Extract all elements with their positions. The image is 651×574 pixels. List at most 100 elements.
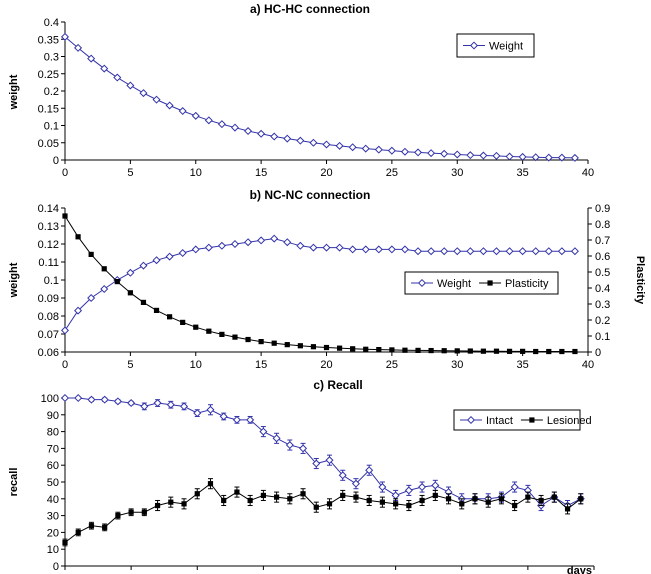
data-point — [283, 238, 292, 247]
data-point — [312, 459, 321, 468]
data-point — [572, 348, 578, 355]
y2-tick-label: 0 — [595, 347, 601, 359]
y-tick-label: 20 — [47, 527, 59, 539]
series-line — [64, 238, 575, 331]
chart-b: b) NC-NC connection 0.06 0.07 0.08 0.09 0.1 0.… — [8, 188, 646, 371]
data-point — [247, 497, 253, 504]
data-point — [139, 261, 148, 270]
data-point — [191, 245, 200, 254]
data-point — [153, 399, 162, 408]
data-point — [140, 299, 147, 305]
data-point — [313, 504, 319, 510]
data-point — [325, 456, 334, 465]
data-point — [557, 153, 566, 162]
data-point — [309, 138, 318, 147]
data-point — [74, 393, 83, 403]
x-tick-label: 5 — [127, 167, 133, 179]
data-point — [270, 234, 279, 243]
data-point — [297, 343, 303, 349]
data-point — [128, 509, 134, 515]
data-point — [178, 107, 187, 116]
data-point — [427, 247, 436, 256]
data-point — [287, 496, 293, 502]
data-point — [544, 153, 553, 162]
y2-tick-label: 0.5 — [595, 267, 610, 279]
y-tick-label: 40 — [47, 494, 59, 506]
x-tick-label: 35 — [517, 359, 529, 371]
data-point — [518, 247, 527, 256]
data-point — [230, 239, 239, 249]
y-tick-label: 0.1 — [44, 275, 59, 287]
y-tick-label: 100 — [41, 393, 59, 405]
data-point — [350, 346, 356, 352]
legend-label: Intact — [486, 415, 513, 427]
data-point — [309, 243, 318, 252]
data-point — [88, 523, 95, 529]
data-point — [564, 506, 571, 512]
data-point — [207, 481, 214, 487]
y-tick-label: 0.2 — [44, 86, 59, 98]
y-tick-label: 0.14 — [38, 203, 59, 215]
data-point — [479, 247, 488, 256]
data-point — [62, 539, 68, 546]
data-point — [505, 247, 514, 256]
data-point — [206, 328, 212, 334]
data-point — [206, 405, 215, 414]
data-point — [259, 427, 268, 436]
y-tick-label: 0 — [53, 561, 59, 573]
legend-label: Lesioned — [547, 415, 592, 427]
y-tick-label: 60 — [47, 460, 59, 472]
data-point — [525, 494, 531, 500]
y-axis-label: weight — [8, 262, 20, 298]
data-point — [570, 247, 579, 256]
x-tick-label: 40 — [582, 167, 594, 179]
data-point — [365, 466, 374, 475]
x-tick-label: 10 — [190, 359, 202, 371]
x-tick-label: 10 — [190, 167, 202, 179]
legend: Weight Plasticity — [404, 271, 559, 295]
data-point — [538, 497, 544, 504]
data-point — [505, 152, 514, 161]
data-point — [168, 499, 174, 505]
data-point — [260, 492, 266, 499]
data-point — [323, 344, 330, 351]
data-point — [180, 402, 189, 411]
data-point — [492, 247, 501, 256]
data-point — [219, 412, 228, 421]
data-point — [428, 347, 434, 354]
y-tick-label: 0.07 — [38, 329, 59, 341]
y-tick-label: 90 — [47, 410, 59, 422]
chart-title: a) HC-HC connection — [250, 2, 370, 16]
data-point — [415, 347, 421, 353]
data-point — [101, 266, 107, 272]
data-point — [285, 441, 294, 450]
data-point — [466, 151, 475, 160]
series-line — [64, 36, 575, 159]
data-point — [100, 284, 109, 294]
data-point — [506, 348, 513, 354]
y-tick-label: 0.4 — [44, 17, 59, 29]
data-point — [393, 501, 399, 507]
data-point — [204, 243, 213, 252]
data-point — [348, 143, 357, 152]
y-axis-label: weight — [8, 74, 20, 110]
data-point — [113, 397, 122, 406]
data-point — [113, 73, 122, 82]
data-point — [374, 145, 383, 154]
data-point — [230, 123, 239, 132]
data-point — [152, 95, 161, 104]
chart-a: a) HC-HC connection 0 0.05 0.1 0.15 0.2 0.25 0.… — [8, 2, 594, 179]
data-point — [283, 134, 292, 143]
y-tick-label: 30 — [47, 511, 59, 523]
x-tick-label: 0 — [62, 167, 68, 179]
data-point — [193, 409, 202, 418]
y-tick-label: 0.08 — [38, 311, 59, 323]
data-point — [167, 314, 173, 320]
data-point — [570, 153, 579, 162]
data-point — [419, 497, 425, 504]
legend: Weight — [456, 33, 535, 58]
data-point — [60, 326, 70, 335]
x-tick-label: 20 — [320, 167, 332, 179]
data-point — [245, 336, 251, 343]
